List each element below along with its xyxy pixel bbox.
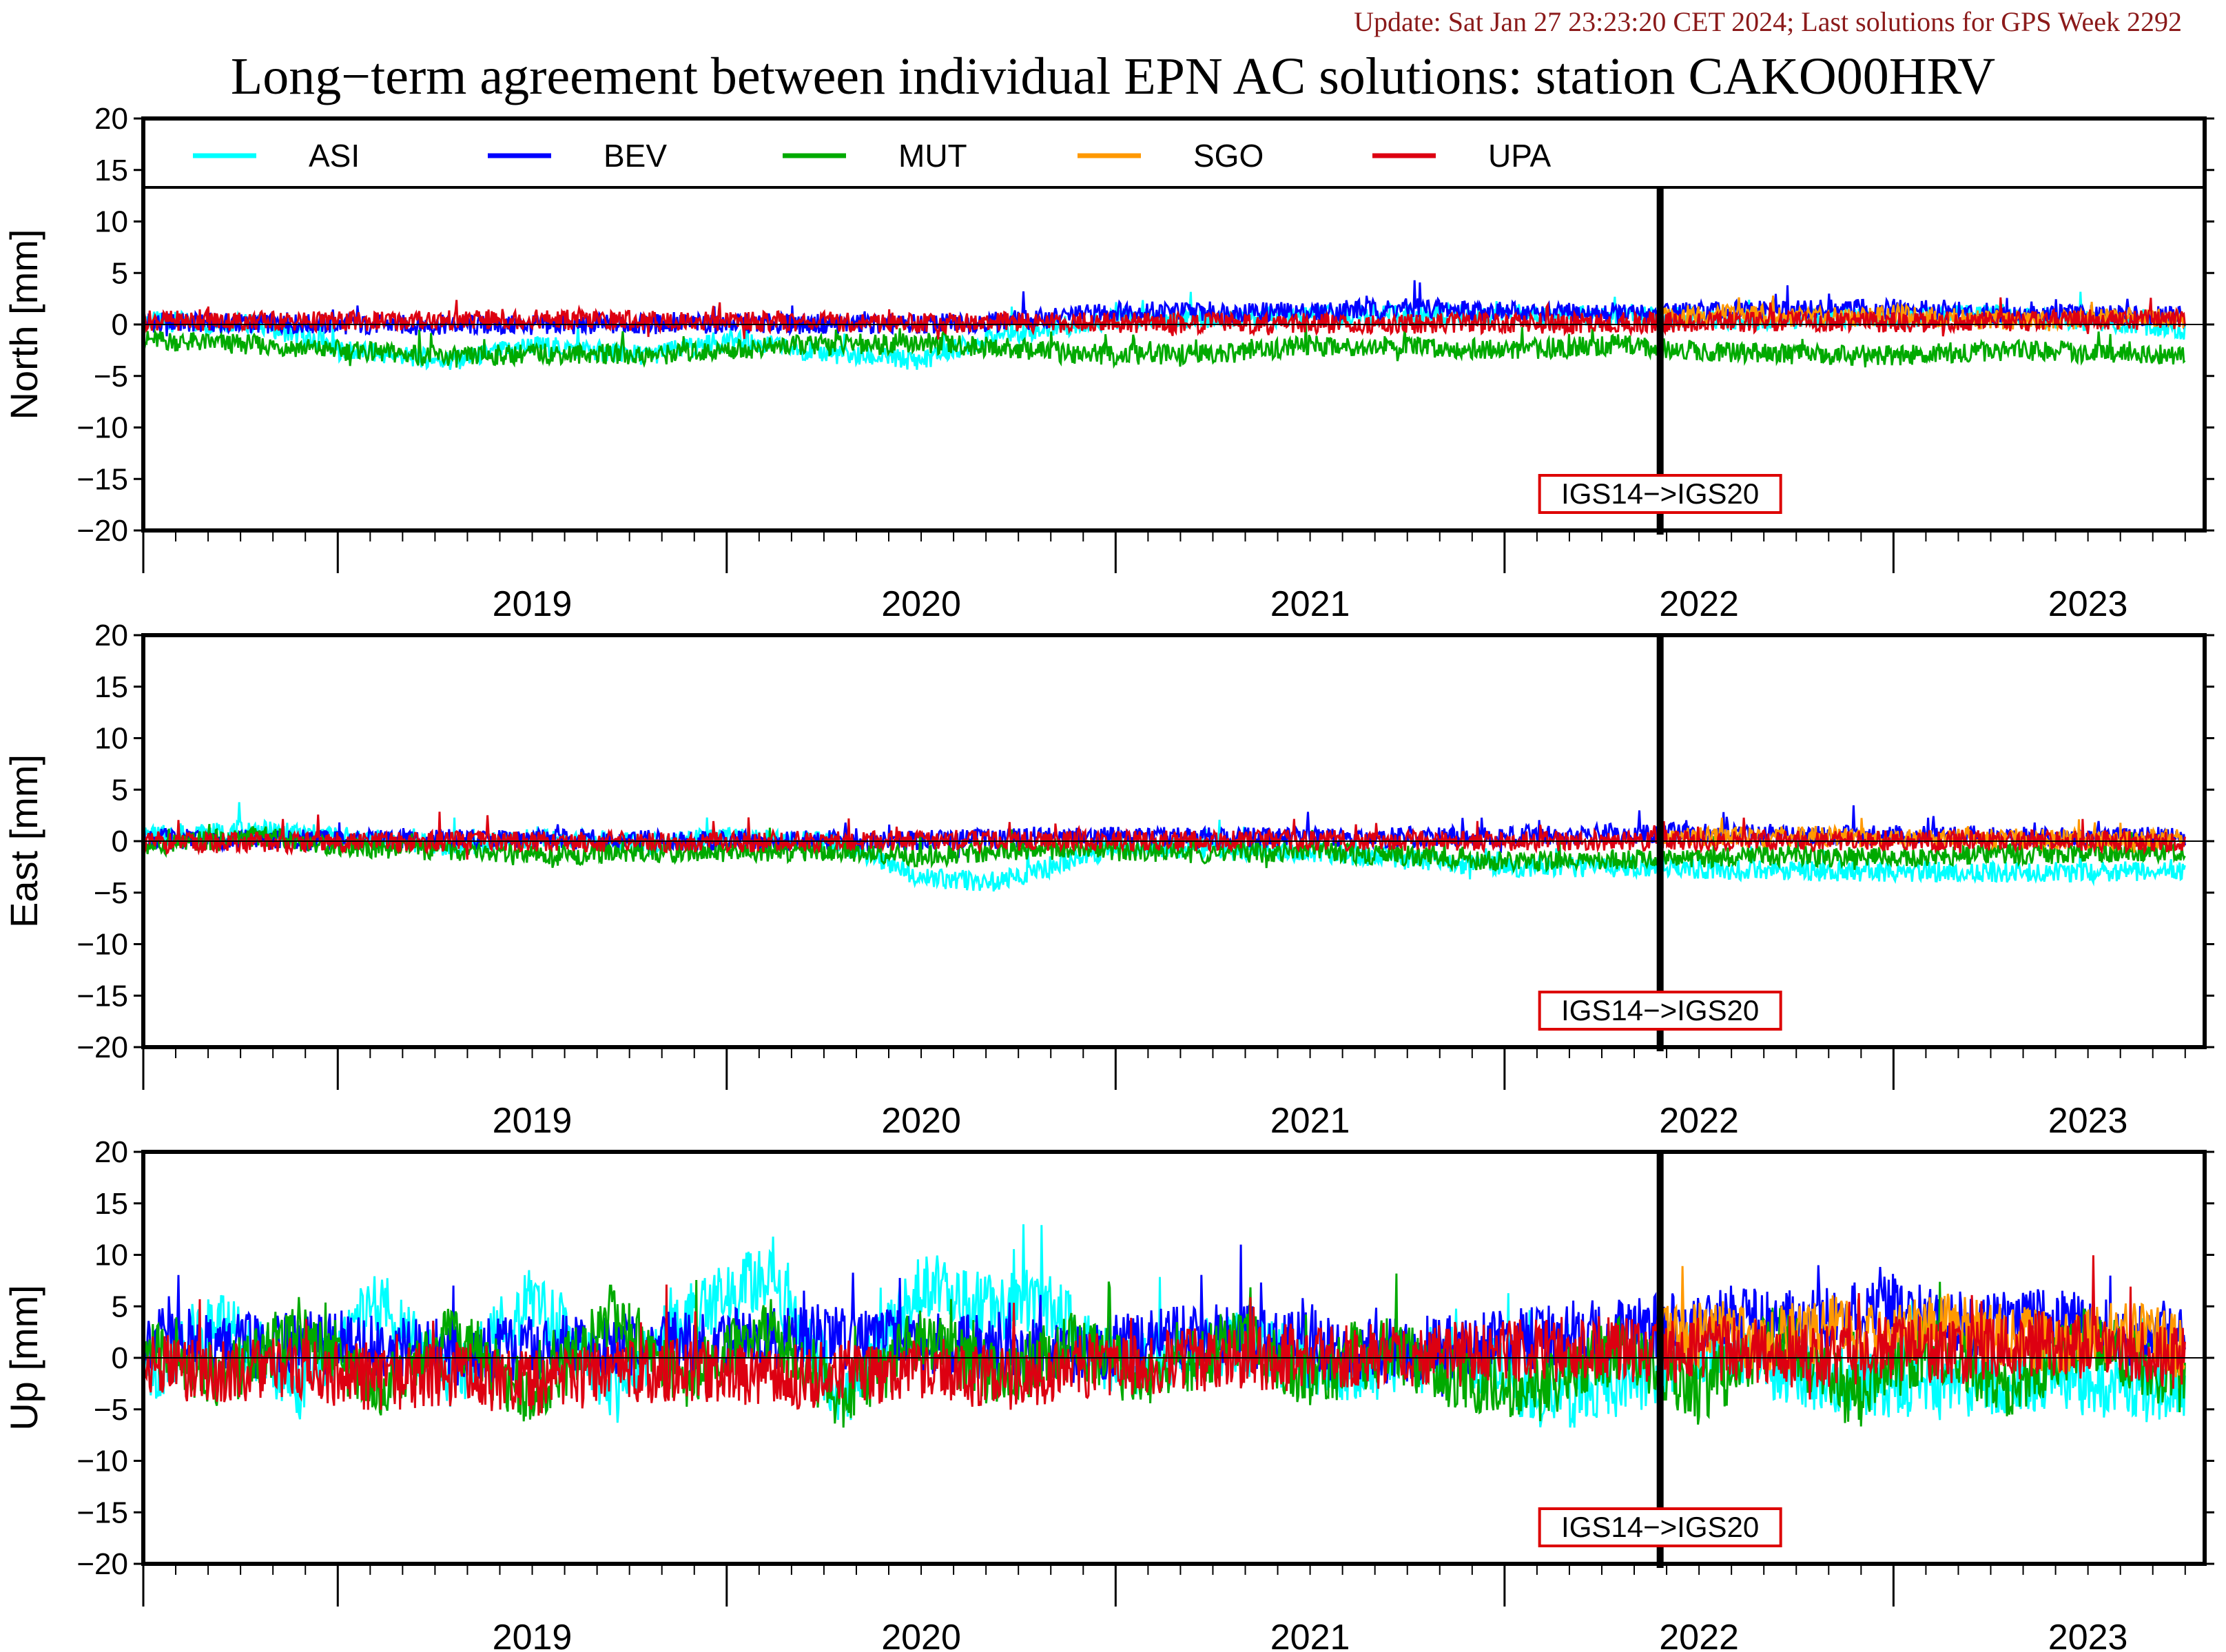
x-tick-label: 2021 (1270, 1618, 1350, 1652)
x-tick-label: 2020 (881, 1618, 961, 1652)
legend-label-MUT: MUT (898, 138, 967, 174)
y-tick-label: 5 (112, 1290, 128, 1323)
y-tick-label: 10 (94, 1239, 128, 1272)
y-tick-label: −5 (94, 1393, 128, 1427)
series-line-MUT (142, 322, 2186, 369)
chart-title: Long−term agreement between individual E… (230, 48, 1996, 105)
series-line-UPA (142, 1255, 2186, 1416)
panel-1: 20 15 10 5 0 −5 −10 −15 −20 East [mm] 2019 2020 2021… (2, 619, 2214, 1141)
x-tick-label: 2021 (1270, 1101, 1350, 1141)
legend-label-UPA: UPA (1488, 138, 1551, 174)
x-tick-label: 2020 (881, 1101, 961, 1141)
y-tick-label: 5 (112, 256, 128, 290)
y-tick-label: −15 (76, 979, 128, 1013)
panel-frame (141, 116, 2207, 533)
y-tick-label: 20 (94, 619, 128, 652)
y-tick-label: 0 (112, 308, 128, 342)
y-tick-label: 0 (112, 1341, 128, 1375)
y-tick-label: 0 (112, 825, 128, 858)
frame-change-label: IGS14−>IGS20 (1561, 1511, 1759, 1543)
x-tick-label: 2022 (1659, 1618, 1739, 1652)
y-tick-label: −15 (76, 462, 128, 496)
y-tick-label: 15 (94, 154, 128, 187)
y-tick-label: −10 (76, 1445, 128, 1478)
x-tick-label: 2020 (881, 584, 961, 624)
legend-label-ASI: ASI (309, 138, 360, 174)
y-tick-label: 15 (94, 670, 128, 704)
legend-label-SGO: SGO (1193, 138, 1264, 174)
x-tick-label: 2022 (1659, 1101, 1739, 1141)
panel-frame (141, 633, 2207, 1049)
y-tick-label: −20 (76, 1547, 128, 1581)
series-line-UPA (142, 812, 2186, 860)
y-tick-label: 10 (94, 722, 128, 756)
y-tick-label: −20 (76, 514, 128, 548)
y-tick-label: 10 (94, 205, 128, 239)
update-timestamp: Update: Sat Jan 27 23:23:20 CET 2024; La… (1354, 6, 2182, 37)
y-axis-label: Up [mm] (2, 1285, 45, 1431)
y-tick-label: 5 (112, 773, 128, 807)
y-tick-label: −20 (76, 1031, 128, 1064)
x-tick-label: 2019 (493, 584, 573, 624)
panel-frame (141, 1150, 2207, 1566)
y-tick-label: −5 (94, 876, 128, 910)
x-tick-label: 2023 (2048, 1618, 2128, 1652)
legend-label-BEV: BEV (604, 138, 667, 174)
series-line-MUT (142, 824, 2186, 874)
y-tick-label: −5 (94, 360, 128, 393)
series-line-UPA (142, 297, 2186, 340)
x-tick-label: 2023 (2048, 1101, 2128, 1141)
x-tick-label: 2019 (493, 1101, 573, 1141)
x-tick-label: 2023 (2048, 584, 2128, 624)
frame-change-box (1538, 474, 1782, 514)
x-tick-label: 2019 (493, 1618, 573, 1652)
frame-change-box (1538, 1507, 1782, 1547)
frame-change-box (1538, 991, 1782, 1031)
y-tick-label: −15 (76, 1496, 128, 1529)
panel-2: 20 15 10 5 0 −5 −10 −15 −20 Up [mm] 2019 2020 2021 20… (2, 1135, 2214, 1652)
y-tick-label: 20 (94, 1135, 128, 1169)
y-tick-label: −10 (76, 411, 128, 445)
frame-change-label: IGS14−>IGS20 (1561, 477, 1759, 510)
y-axis-label: North [mm] (2, 229, 45, 420)
x-tick-label: 2022 (1659, 584, 1739, 624)
x-tick-label: 2021 (1270, 584, 1350, 624)
frame-change-label: IGS14−>IGS20 (1561, 994, 1759, 1026)
y-tick-label: −10 (76, 928, 128, 962)
y-tick-label: 15 (94, 1187, 128, 1221)
y-tick-label: 20 (94, 102, 128, 136)
legend-background (143, 118, 2205, 187)
y-axis-label: East [mm] (2, 754, 45, 928)
panel-0: 20 15 10 5 0 −5 −10 −15 −20 North [mm] 2019 2020 202… (2, 102, 2214, 624)
